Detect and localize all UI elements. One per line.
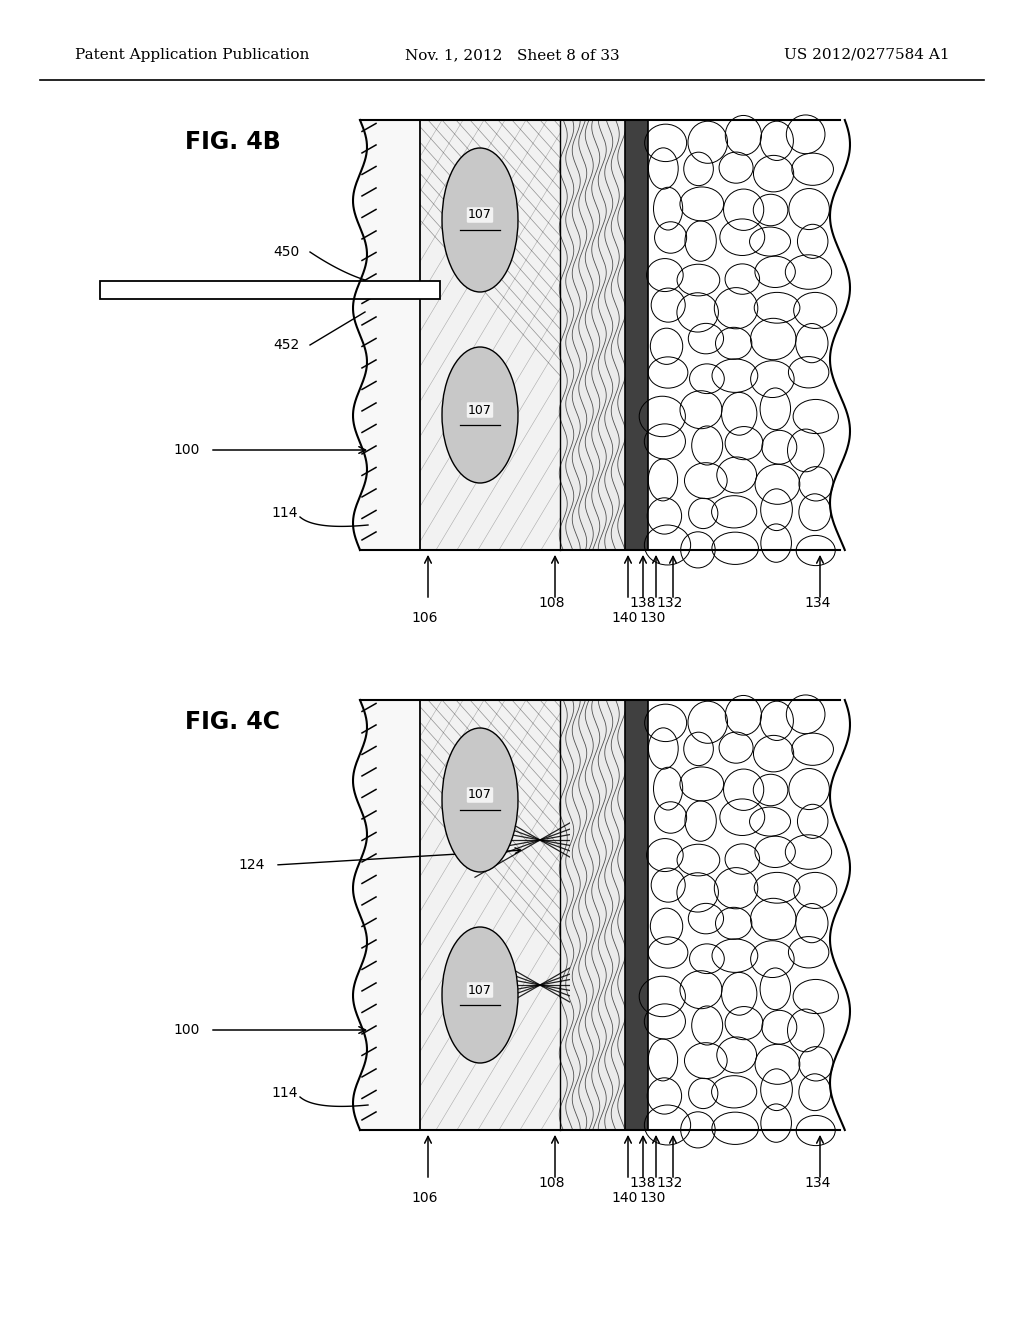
Text: 130: 130 bbox=[640, 611, 667, 624]
Text: 114: 114 bbox=[271, 506, 298, 520]
Text: 134: 134 bbox=[805, 1176, 831, 1191]
Polygon shape bbox=[648, 120, 840, 550]
Text: 100: 100 bbox=[174, 1023, 200, 1038]
Polygon shape bbox=[360, 120, 420, 550]
Text: 108: 108 bbox=[539, 1176, 565, 1191]
Text: 138: 138 bbox=[630, 1176, 656, 1191]
Text: 138: 138 bbox=[630, 597, 656, 610]
Text: 108: 108 bbox=[539, 597, 565, 610]
Text: 140: 140 bbox=[611, 611, 638, 624]
Text: 132: 132 bbox=[656, 597, 683, 610]
Polygon shape bbox=[420, 700, 560, 1130]
Polygon shape bbox=[360, 700, 420, 1130]
Text: 100: 100 bbox=[174, 444, 200, 457]
Ellipse shape bbox=[442, 347, 518, 483]
Ellipse shape bbox=[442, 927, 518, 1063]
Polygon shape bbox=[649, 700, 835, 1130]
Text: 140: 140 bbox=[611, 1191, 638, 1205]
Text: 452: 452 bbox=[273, 338, 300, 352]
Text: 450: 450 bbox=[273, 246, 300, 259]
Polygon shape bbox=[625, 700, 648, 1130]
Polygon shape bbox=[560, 700, 625, 1130]
Polygon shape bbox=[560, 120, 625, 550]
Text: Patent Application Publication: Patent Application Publication bbox=[75, 48, 309, 62]
Text: 107: 107 bbox=[468, 404, 492, 417]
Text: Nov. 1, 2012   Sheet 8 of 33: Nov. 1, 2012 Sheet 8 of 33 bbox=[404, 48, 620, 62]
Text: US 2012/0277584 A1: US 2012/0277584 A1 bbox=[784, 48, 950, 62]
Text: 134: 134 bbox=[805, 597, 831, 610]
Polygon shape bbox=[625, 120, 648, 550]
Text: FIG. 4C: FIG. 4C bbox=[185, 710, 280, 734]
Text: 106: 106 bbox=[412, 611, 438, 624]
Text: FIG. 4B: FIG. 4B bbox=[185, 129, 281, 154]
Polygon shape bbox=[100, 281, 440, 300]
Text: 107: 107 bbox=[468, 983, 492, 997]
Text: 107: 107 bbox=[468, 209, 492, 222]
Text: 107: 107 bbox=[468, 788, 492, 801]
Text: 132: 132 bbox=[656, 1176, 683, 1191]
Text: 114: 114 bbox=[271, 1086, 298, 1100]
Text: 130: 130 bbox=[640, 1191, 667, 1205]
Ellipse shape bbox=[442, 729, 518, 873]
Polygon shape bbox=[648, 700, 840, 1130]
Text: 106: 106 bbox=[412, 1191, 438, 1205]
Polygon shape bbox=[649, 120, 835, 550]
Ellipse shape bbox=[442, 148, 518, 292]
Polygon shape bbox=[420, 120, 560, 550]
Text: 124: 124 bbox=[239, 858, 265, 873]
